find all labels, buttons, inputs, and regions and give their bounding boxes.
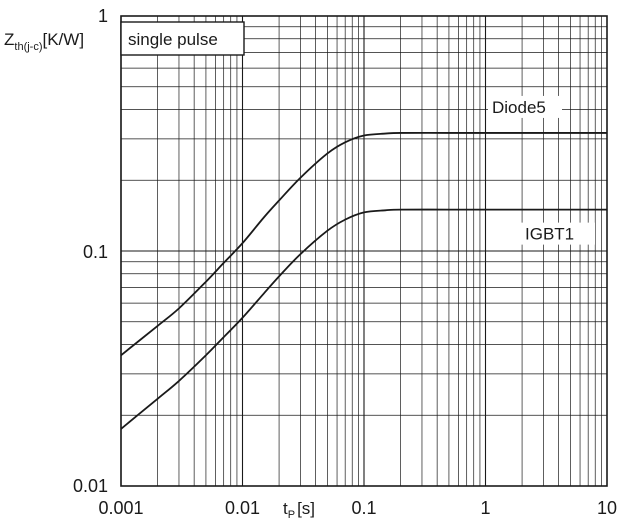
series-label-igbt1: IGBT1 — [525, 225, 574, 244]
y-axis-title-sub: th(j-c) — [14, 41, 42, 53]
y-tick-label: 1 — [98, 6, 108, 26]
x-tick-label: 1 — [480, 498, 490, 518]
y-axis-title: Zth(j-c)[K/W] — [4, 30, 84, 53]
series-labels: Diode5 IGBT1 — [492, 98, 574, 244]
grid — [120, 16, 607, 487]
x-tick-label: 0.001 — [98, 498, 143, 518]
label-backgrounds — [488, 95, 595, 245]
annotation-frame — [120, 21, 245, 56]
x-axis-title: tP [s] — [283, 499, 315, 521]
x-tick-label: 0.01 — [225, 498, 260, 518]
annotation-box: single pulse — [120, 21, 245, 56]
x-tick-label: 10 — [597, 498, 617, 518]
y-axis-title-unit: [K/W] — [43, 30, 85, 49]
x-axis-title-main: t — [283, 499, 288, 518]
annotation-text: single pulse — [128, 30, 218, 49]
y-tick-label: 0.1 — [83, 242, 108, 262]
plot-frame — [120, 15, 608, 487]
x-tick-label: 0.1 — [351, 498, 376, 518]
series-line-diode5 — [120, 131, 607, 356]
plot-border — [120, 15, 608, 487]
x-axis-title-unit: [s] — [297, 499, 315, 518]
series-label-bg-igbt1 — [521, 222, 595, 245]
y-tick-label: 0.01 — [73, 476, 108, 496]
tick-labels: 0.001 0.01 0.1 1 100.010.11 — [73, 6, 617, 518]
series-label-bg-diode5 — [488, 95, 562, 118]
series-layer — [120, 131, 607, 430]
series-label-diode5: Diode5 — [492, 98, 546, 117]
series-line-igbt1 — [120, 208, 607, 430]
y-axis-title-main: Z — [4, 30, 14, 49]
x-axis-title-sub: P — [288, 509, 295, 521]
